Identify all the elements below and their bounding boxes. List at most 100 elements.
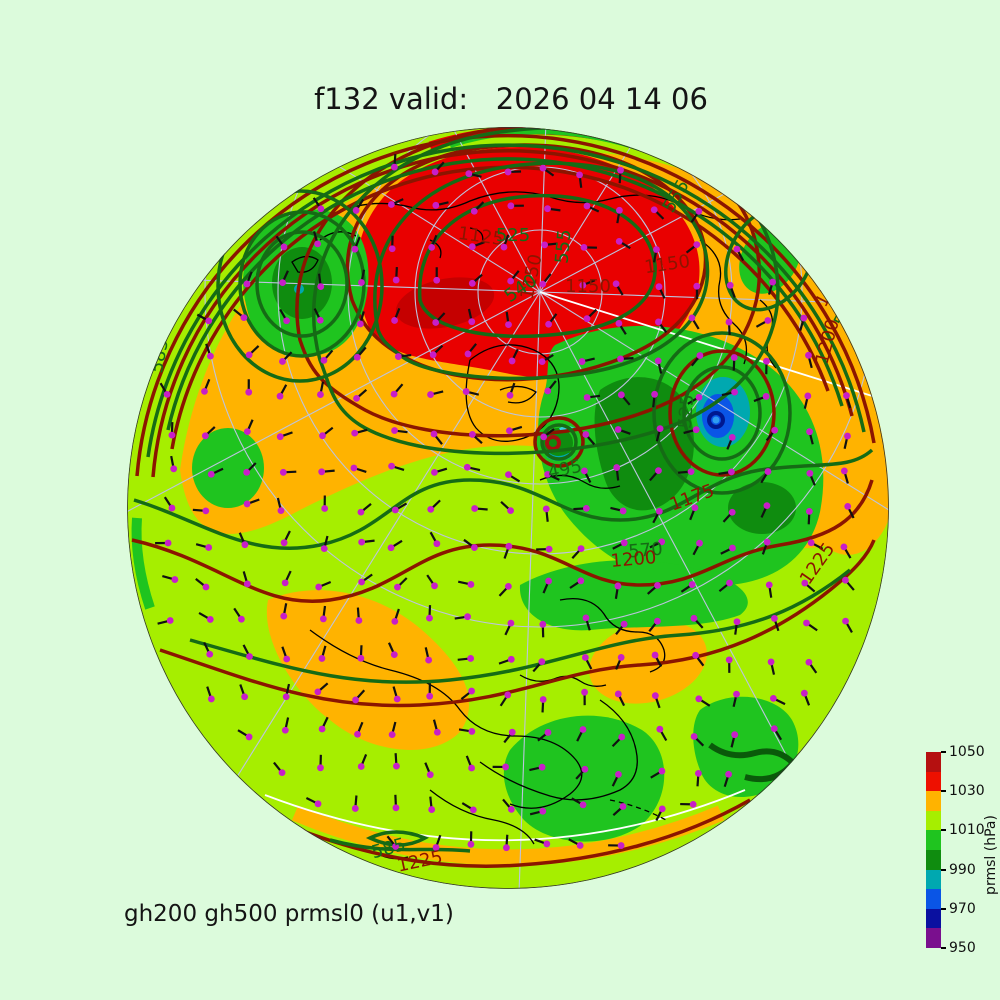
wind-vector-dot xyxy=(358,578,365,586)
wind-vector-dot xyxy=(316,316,324,324)
wind-vector-dot xyxy=(538,658,546,666)
wind-vector-dot xyxy=(428,243,436,251)
wind-vector-dot xyxy=(769,694,777,702)
wind-vector-dot xyxy=(620,620,628,628)
wind-vector-dot xyxy=(243,500,251,508)
wind-vector-dot xyxy=(394,583,401,591)
wind-vector-dot xyxy=(545,320,553,328)
wind-vector-dot xyxy=(612,280,620,288)
wind-vector-dot xyxy=(807,539,815,547)
wind-vector-dot xyxy=(355,617,363,624)
wind-vector-dot xyxy=(651,390,659,398)
wind-vector-dot xyxy=(690,614,698,622)
wind-vector-dot xyxy=(320,545,328,553)
wind-vector-dot xyxy=(243,580,251,588)
plot-title: f132 valid: 2026 04 14 06 xyxy=(314,82,708,116)
contour-label: 525 xyxy=(496,225,530,246)
wind-vector-dot xyxy=(470,207,478,215)
wind-vector-dot xyxy=(279,279,286,286)
wind-vector-dot xyxy=(166,617,174,624)
wind-vector-dot xyxy=(468,728,476,735)
meridian-line xyxy=(539,291,889,622)
wind-vector-dot xyxy=(655,318,662,326)
wind-vector-dot xyxy=(804,392,812,400)
wind-vector-dot xyxy=(505,471,512,479)
wind-vector-dot xyxy=(840,543,848,551)
wind-vector-dot xyxy=(579,281,587,289)
wind-vector-dot xyxy=(576,171,583,179)
wind-vector-dot xyxy=(806,428,813,436)
wind-vector-dot xyxy=(432,844,440,851)
wind-vector-dot xyxy=(545,577,553,585)
wind-vector-dot xyxy=(658,767,666,775)
wind-vector-dot xyxy=(539,620,547,628)
wind-vector-dot xyxy=(358,279,365,286)
wind-vector-dot xyxy=(206,650,214,658)
wind-vector-dot xyxy=(843,392,850,399)
wind-vector-dot xyxy=(387,201,395,208)
meridian-line xyxy=(127,291,541,584)
wind-vector-dot xyxy=(544,387,552,395)
wind-vector-dot xyxy=(504,582,512,590)
colorbar-segment xyxy=(926,849,941,870)
wind-vector-dot xyxy=(733,245,741,253)
wind-vector-dot xyxy=(770,725,778,732)
wind-vector-dot xyxy=(577,545,585,553)
wind-vector-dot xyxy=(241,693,249,701)
wind-vector-dot xyxy=(583,315,591,323)
wind-vector-dot xyxy=(539,807,547,815)
wind-vector-dot xyxy=(582,504,590,512)
colorbar-tick-label: 990 xyxy=(949,861,976,878)
wind-vector-dot xyxy=(283,317,290,325)
wind-vector-dot xyxy=(317,764,324,772)
wind-vector-dot xyxy=(763,502,771,510)
wind-vector-dot xyxy=(658,805,666,813)
wind-vector-dot xyxy=(280,612,288,620)
wind-vector-dot xyxy=(433,540,441,548)
wind-vector-dot xyxy=(237,615,245,623)
meridian-line xyxy=(539,291,832,840)
colorbar-segment xyxy=(926,889,941,909)
wind-vector-dot xyxy=(500,243,508,251)
wind-vector-dot xyxy=(728,468,735,476)
wind-vector-dot xyxy=(806,469,814,477)
wind-vector-dot xyxy=(391,317,398,324)
wind-vector-dot xyxy=(426,614,433,622)
colorbar-segment xyxy=(926,830,941,850)
wind-vector-dot xyxy=(280,539,288,547)
wind-vector-dot xyxy=(433,728,441,736)
wind-vector-dot xyxy=(163,390,171,398)
wind-vector-dot xyxy=(393,762,400,770)
wind-vector-dot xyxy=(840,467,848,475)
wind-vector-dot xyxy=(654,617,661,625)
wind-vector-dot xyxy=(580,243,588,251)
wind-vector-dot xyxy=(688,581,696,588)
wind-vector-dot xyxy=(350,464,358,472)
colorbar-tick-label: 1010 xyxy=(949,822,985,839)
wind-vector-dot xyxy=(429,351,437,359)
wind-vector-dot xyxy=(769,278,777,286)
wind-vector-dot xyxy=(650,206,658,214)
wind-vector-dot xyxy=(353,394,360,402)
wind-vector-dot xyxy=(578,358,586,365)
wind-vector-dot xyxy=(656,725,664,733)
wind-vector-dot xyxy=(433,276,441,284)
wind-vector-dot xyxy=(692,651,700,659)
wind-vector-dot xyxy=(506,427,513,435)
wind-vector-dot xyxy=(617,654,625,661)
wind-vector-dot xyxy=(696,539,703,547)
wind-vector-dot xyxy=(469,806,477,814)
wind-vector-dot xyxy=(691,504,699,512)
colorbar-segment xyxy=(926,771,941,792)
wind-vector-dot xyxy=(725,318,733,326)
wind-vector-dot xyxy=(394,353,402,360)
colorbar-gradient xyxy=(926,752,941,948)
wind-vector-dot xyxy=(800,689,808,697)
wind-vector-dot xyxy=(765,581,773,589)
wind-vector-dot xyxy=(541,241,549,249)
wind-vector-dot xyxy=(507,202,515,210)
wind-vector-dot xyxy=(730,354,738,361)
wind-vector-dot xyxy=(468,279,476,287)
